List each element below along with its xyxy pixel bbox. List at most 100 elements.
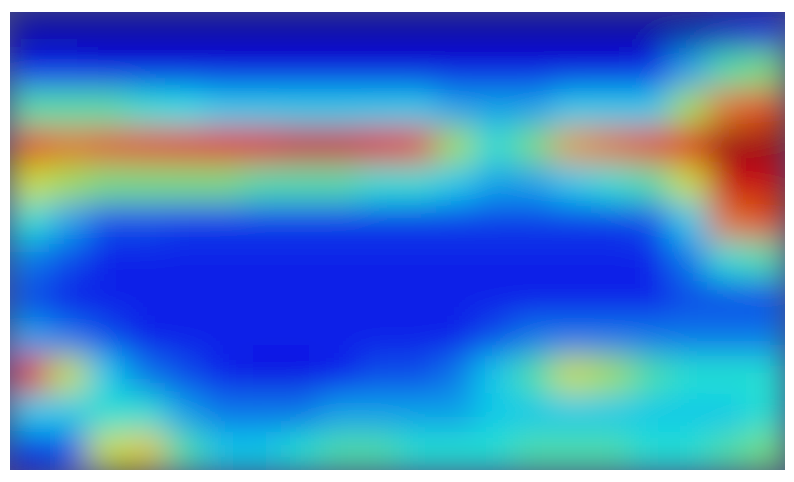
heat-cell — [126, 317, 165, 356]
heat-cell — [708, 12, 747, 51]
heat-cell — [359, 241, 398, 280]
heat-cell — [320, 241, 359, 280]
heat-cell — [514, 432, 553, 470]
heat-cell — [88, 50, 127, 89]
heat-cell — [398, 356, 437, 395]
heat-cell — [553, 88, 592, 127]
heat-cell — [126, 50, 165, 89]
heat-cell — [320, 279, 359, 318]
heat-cell — [553, 356, 592, 395]
heat-cell — [398, 279, 437, 318]
heat-cell — [475, 317, 514, 356]
heat-cell — [320, 88, 359, 127]
heat-cell — [126, 432, 165, 470]
heat-cell — [49, 241, 88, 280]
heat-cell — [243, 241, 282, 280]
heat-cell — [49, 394, 88, 433]
heat-cell — [126, 12, 165, 51]
heat-cell — [165, 317, 204, 356]
heat-cell — [88, 165, 127, 204]
heat-cell — [436, 127, 475, 166]
heat-cell — [591, 241, 630, 280]
heat-cell — [281, 50, 320, 89]
heat-cell — [126, 88, 165, 127]
heat-cell — [669, 432, 708, 470]
heat-cell — [591, 12, 630, 51]
heat-cell — [591, 88, 630, 127]
heat-cell — [475, 394, 514, 433]
heat-cell — [436, 279, 475, 318]
heat-cell — [243, 165, 282, 204]
heat-cell — [10, 317, 49, 356]
heat-cell — [281, 394, 320, 433]
heat-cell — [746, 50, 785, 89]
heat-cell — [10, 127, 49, 166]
heat-cell — [243, 12, 282, 51]
heat-cell — [746, 317, 785, 356]
heat-cell — [243, 203, 282, 242]
heat-cell — [630, 127, 669, 166]
heat-cell — [436, 203, 475, 242]
heat-cell — [88, 88, 127, 127]
heat-cell — [204, 432, 243, 470]
heat-cell — [708, 203, 747, 242]
heat-cell — [165, 127, 204, 166]
heat-cell — [359, 394, 398, 433]
heat-cell — [359, 203, 398, 242]
heat-cell — [10, 88, 49, 127]
heat-cell — [398, 203, 437, 242]
heat-cell — [126, 165, 165, 204]
heat-cell — [436, 88, 475, 127]
heat-cell — [398, 88, 437, 127]
heat-cell — [126, 356, 165, 395]
heat-cell — [746, 165, 785, 204]
heat-cell — [746, 356, 785, 395]
heat-cell — [436, 165, 475, 204]
heat-cell — [281, 12, 320, 51]
heat-cell — [591, 203, 630, 242]
heat-cell — [204, 127, 243, 166]
heat-cell — [708, 50, 747, 89]
heat-cell — [514, 317, 553, 356]
heat-cell — [398, 127, 437, 166]
heat-cell — [10, 241, 49, 280]
heat-cell — [243, 279, 282, 318]
heat-cell — [630, 50, 669, 89]
heat-cell — [10, 165, 49, 204]
heat-cell — [88, 432, 127, 470]
heat-cell — [204, 317, 243, 356]
heat-cell — [669, 317, 708, 356]
heat-cell — [514, 394, 553, 433]
heat-cell — [204, 88, 243, 127]
heat-cell — [49, 12, 88, 51]
heat-cell — [553, 50, 592, 89]
heat-cell — [475, 12, 514, 51]
heat-cell — [746, 12, 785, 51]
heat-cell — [88, 356, 127, 395]
heat-cell — [359, 432, 398, 470]
heat-cell — [630, 165, 669, 204]
heat-cell — [708, 127, 747, 166]
heat-cell — [88, 12, 127, 51]
heat-cell — [281, 203, 320, 242]
heat-cell — [669, 203, 708, 242]
heat-cell — [398, 317, 437, 356]
heat-cell — [630, 279, 669, 318]
heat-cell — [436, 317, 475, 356]
heat-cell — [553, 127, 592, 166]
heat-cell — [398, 394, 437, 433]
heat-cell — [204, 356, 243, 395]
heat-cell — [630, 356, 669, 395]
heat-cell — [553, 432, 592, 470]
heat-cell — [591, 50, 630, 89]
heat-cell — [514, 50, 553, 89]
heat-cell — [669, 165, 708, 204]
heat-cell — [746, 203, 785, 242]
heat-cell — [436, 432, 475, 470]
heat-cell — [475, 165, 514, 204]
heat-cell — [630, 432, 669, 470]
heat-cell — [398, 12, 437, 51]
heat-cell — [88, 394, 127, 433]
heat-cell — [243, 356, 282, 395]
heat-cell — [49, 432, 88, 470]
